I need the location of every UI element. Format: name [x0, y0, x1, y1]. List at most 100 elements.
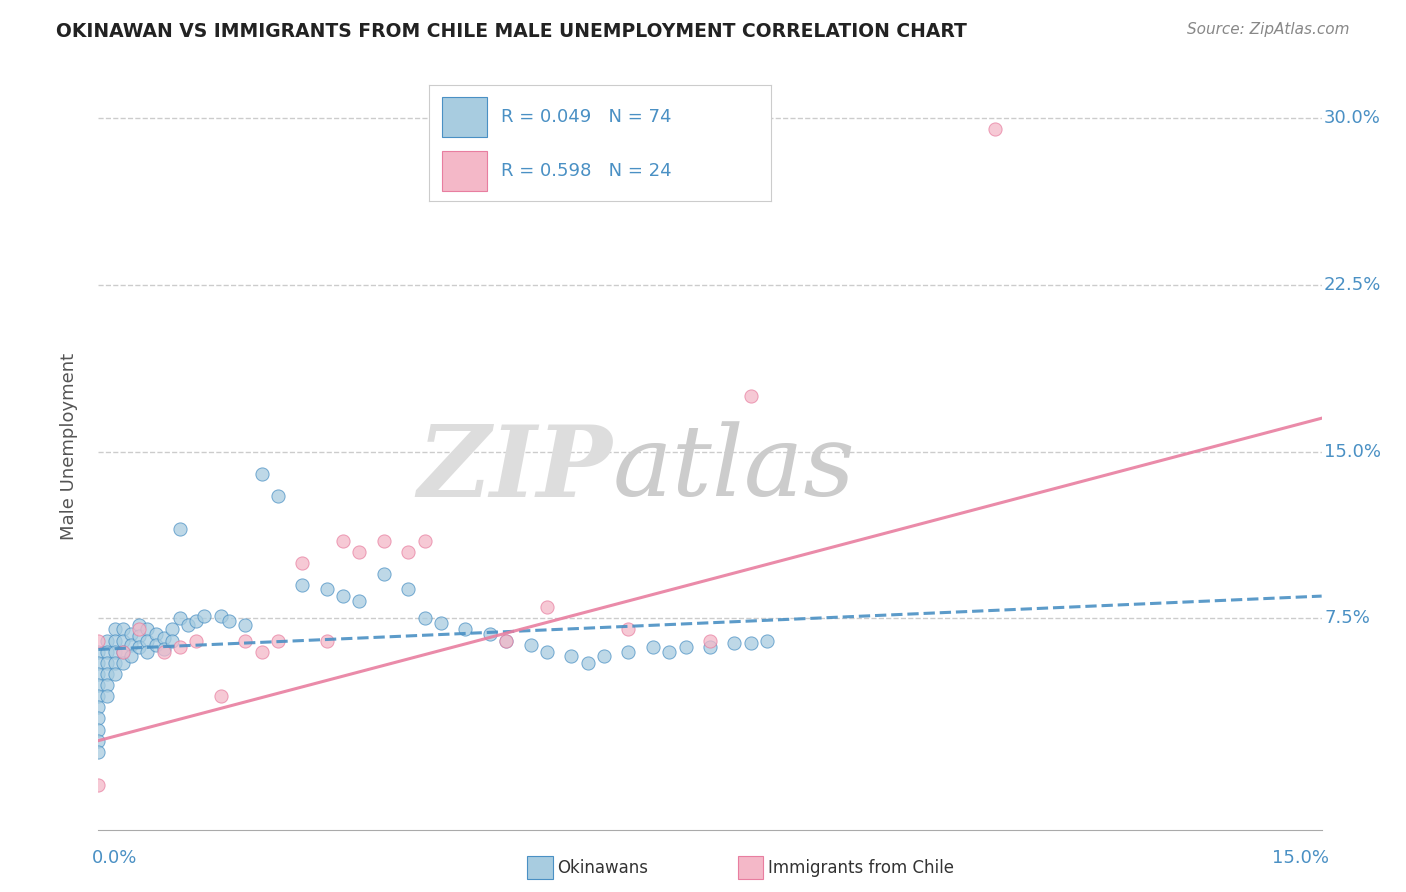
Point [128, 623, 150, 637]
Point [87, 656, 110, 670]
Point [160, 633, 183, 648]
Point [87, 645, 110, 659]
Point [87, 700, 110, 714]
Point [87, 711, 110, 725]
Point [576, 656, 599, 670]
Point [250, 645, 273, 659]
Point [87, 633, 110, 648]
Point [396, 582, 419, 597]
Point [478, 627, 501, 641]
Point [160, 623, 183, 637]
Point [536, 645, 558, 659]
Text: ZIP: ZIP [418, 421, 612, 517]
Point [111, 645, 134, 659]
Point [128, 629, 150, 643]
Point [756, 633, 779, 648]
Point [675, 640, 697, 655]
Point [218, 614, 240, 628]
Point [186, 633, 208, 648]
Point [111, 633, 134, 648]
Text: Okinawans: Okinawans [557, 859, 648, 877]
Text: atlas: atlas [612, 421, 855, 516]
Point [96, 678, 118, 692]
Point [169, 522, 191, 536]
Text: 15.0%: 15.0% [1271, 849, 1329, 867]
Point [104, 645, 127, 659]
Point [128, 618, 150, 632]
Text: Immigrants from Chile: Immigrants from Chile [768, 859, 953, 877]
Text: 7.5%: 7.5% [1324, 609, 1369, 627]
Point [332, 589, 354, 603]
Point [315, 633, 337, 648]
Point [96, 656, 118, 670]
Point [332, 533, 354, 548]
Point [169, 640, 191, 655]
Point [87, 745, 110, 759]
Text: 0.0%: 0.0% [91, 849, 136, 867]
Point [87, 733, 110, 747]
Point [128, 640, 150, 655]
Point [349, 544, 371, 558]
Point [291, 578, 314, 592]
Point [96, 689, 118, 703]
Point [145, 627, 167, 641]
Point [233, 633, 256, 648]
Point [495, 633, 517, 648]
Point [152, 632, 174, 646]
Point [87, 667, 110, 681]
Point [87, 723, 110, 737]
Point [104, 656, 127, 670]
Point [209, 689, 232, 703]
Point [136, 633, 159, 648]
Point [519, 638, 541, 652]
Point [233, 618, 256, 632]
Point [723, 636, 745, 650]
Point [96, 633, 118, 648]
Point [291, 556, 314, 570]
Point [430, 615, 453, 630]
Point [740, 636, 762, 650]
Point [104, 667, 127, 681]
Point [699, 640, 721, 655]
Point [104, 623, 127, 637]
Point [617, 645, 640, 659]
Point [373, 533, 395, 548]
Point [560, 649, 582, 664]
Text: 22.5%: 22.5% [1324, 276, 1382, 293]
Point [111, 656, 134, 670]
Point [104, 633, 127, 648]
Point [373, 566, 395, 581]
Point [152, 642, 174, 657]
Point [87, 678, 110, 692]
Point [536, 600, 558, 615]
Text: 15.0%: 15.0% [1324, 442, 1381, 460]
Point [120, 638, 142, 652]
Point [593, 649, 616, 664]
Text: 30.0%: 30.0% [1324, 109, 1381, 127]
Point [186, 614, 208, 628]
Point [209, 609, 232, 624]
Point [396, 544, 419, 558]
Point [315, 582, 337, 597]
Point [699, 633, 721, 648]
Point [617, 623, 640, 637]
Point [413, 611, 436, 625]
Point [120, 627, 142, 641]
Point [111, 623, 134, 637]
Point [267, 489, 290, 503]
Point [96, 667, 118, 681]
Point [740, 389, 762, 403]
Point [454, 623, 477, 637]
Point [984, 122, 1007, 136]
Point [136, 623, 159, 637]
Point [250, 467, 273, 481]
Point [120, 649, 142, 664]
Point [641, 640, 664, 655]
Point [152, 645, 174, 659]
Point [169, 611, 191, 625]
Point [145, 638, 167, 652]
Point [349, 593, 371, 607]
Point [658, 645, 681, 659]
Point [96, 645, 118, 659]
Point [136, 645, 159, 659]
